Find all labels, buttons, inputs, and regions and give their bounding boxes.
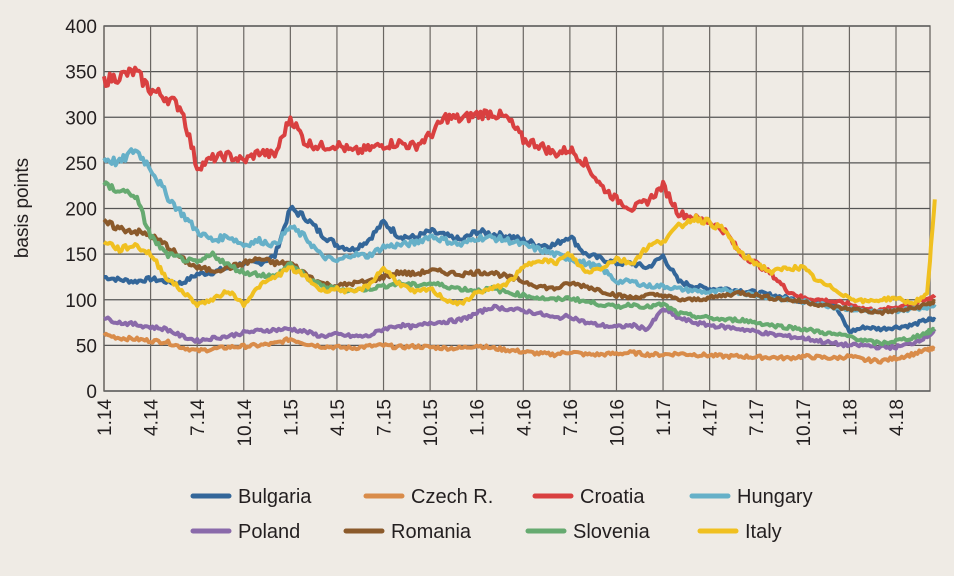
x-tick-label: 7.15 [375,399,396,436]
series-line-croatia [102,65,937,314]
y-tick-label: 150 [65,245,97,266]
x-tick-label: 7.16 [561,399,582,436]
legend-item-bulgaria: Bulgaria [190,486,312,508]
y-tick-label: 250 [65,154,97,175]
legend-item-croatia: Croatia [532,486,645,508]
legend-label: Bulgaria [238,486,312,508]
y-tick-label: 300 [65,108,97,129]
series-lines [102,65,937,365]
x-tick-label: 1.18 [840,399,861,436]
legend: Bulgaria Czech R. Croatia Hungary Poland Roma… [190,486,813,543]
legend-item-poland: Poland [190,521,300,543]
y-tick-label: 200 [65,200,97,221]
x-tick-label: 4.16 [514,399,535,436]
x-tick-label: 10.16 [607,399,628,447]
x-tick-label: 4.15 [328,399,349,436]
x-tick-label: 10.14 [235,399,256,447]
x-tick-label: 10.15 [421,399,442,447]
legend-label: Romania [391,521,472,543]
y-tick-label: 400 [65,17,97,38]
x-tick-label: 10.17 [794,399,815,447]
legend-item-hungary: Hungary [689,486,813,508]
legend-label: Czech R. [411,486,493,508]
x-tick-label: 1.16 [468,399,489,436]
y-tick-label: 100 [65,291,97,312]
legend-item-czechr: Czech R. [363,486,493,508]
y-tick-label: 350 [65,63,97,84]
series-line-czechr [102,331,936,365]
x-tick-label: 1.15 [281,399,302,436]
grid: 0 50 100 150 200 250 300 350 400 1.14 4.14 7.14 10.1… [65,17,931,447]
series-line-romania [102,218,936,316]
y-tick-label: 0 [86,382,97,403]
legend-label: Hungary [737,486,813,508]
x-tick-label: 4.14 [142,399,163,436]
legend-label: Slovenia [573,521,651,543]
x-tick-label: 7.14 [188,399,209,436]
series-line-slovenia [102,180,936,347]
x-tick-label: 7.17 [747,399,768,436]
y-axis-label: basis points [12,158,33,258]
legend-label: Croatia [580,486,645,508]
x-tick-label: 1.14 [95,399,116,436]
x-tick-label: 4.18 [887,399,908,436]
y-tick-label: 50 [76,336,97,357]
x-tick-label: 4.17 [701,399,722,436]
series-line-poland [103,303,937,351]
legend-item-romania: Romania [343,521,472,543]
legend-item-slovenia: Slovenia [525,521,651,543]
legend-label: Poland [238,521,300,543]
legend-item-italy: Italy [697,521,782,543]
x-tick-label: 1.17 [654,399,675,436]
series-line-italy [102,199,937,308]
legend-label: Italy [745,521,782,543]
series-line-hungary [102,147,937,315]
